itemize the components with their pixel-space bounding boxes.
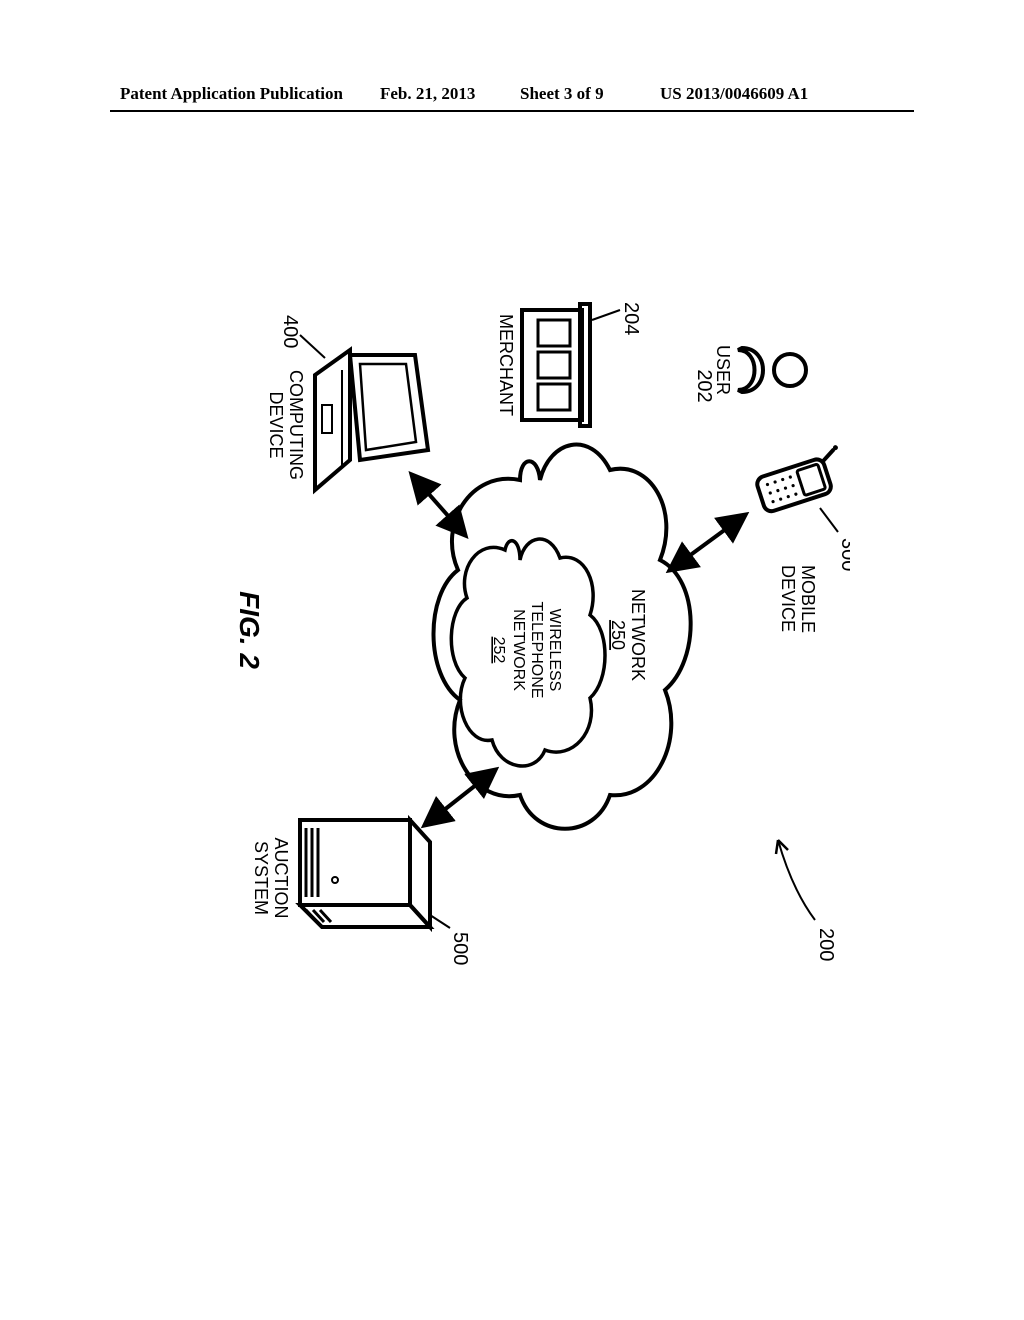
ref-500: 500 (449, 932, 471, 965)
diagram-svg: USER 202 MOBILE DEVICE 300 200 NETWORK 2… (230, 280, 850, 980)
edge-auction-network (425, 770, 495, 825)
computing-device-icon (315, 350, 428, 490)
ref-204: 204 (620, 302, 642, 335)
wireless-label-3: NETWORK (510, 609, 527, 691)
auction-label-1: AUCTION (271, 838, 291, 919)
merchant-icon (522, 304, 590, 426)
ref-400: 400 (279, 315, 301, 348)
merchant-label: MERCHANT (496, 314, 516, 416)
computing-label-1: COMPUTING (286, 370, 306, 480)
user-label: USER (713, 345, 733, 395)
computing-label-2: DEVICE (266, 391, 286, 458)
page: Patent Application Publication Feb. 21, … (0, 0, 1024, 1320)
edge-mobile-network (670, 515, 745, 570)
edges (412, 475, 745, 825)
mobile-device-icon (753, 445, 850, 514)
figure-2-diagram: USER 202 MOBILE DEVICE 300 200 NETWORK 2… (0, 0, 1024, 1320)
auction-system-icon (300, 820, 430, 927)
network-label: NETWORK (628, 589, 648, 681)
ref-300: 300 (837, 538, 850, 571)
diagram-text: USER 202 MOBILE DEVICE 300 200 NETWORK 2… (234, 302, 850, 965)
wireless-label-1: WIRELESS (546, 609, 563, 692)
mobile-label-1: MOBILE (798, 565, 818, 633)
ref-250: 250 (608, 620, 628, 650)
mobile-label-2: DEVICE (778, 565, 798, 632)
ref-252: 252 (490, 637, 507, 664)
edge-computing-network (412, 475, 465, 535)
wireless-label-2: TELEPHONE (528, 602, 545, 699)
figure-label: FIG. 2 (234, 591, 265, 669)
user-icon (738, 348, 806, 392)
auction-label-2: SYSTEM (251, 841, 271, 915)
ref-202: 202 (693, 369, 715, 402)
ref-200: 200 (815, 928, 837, 961)
